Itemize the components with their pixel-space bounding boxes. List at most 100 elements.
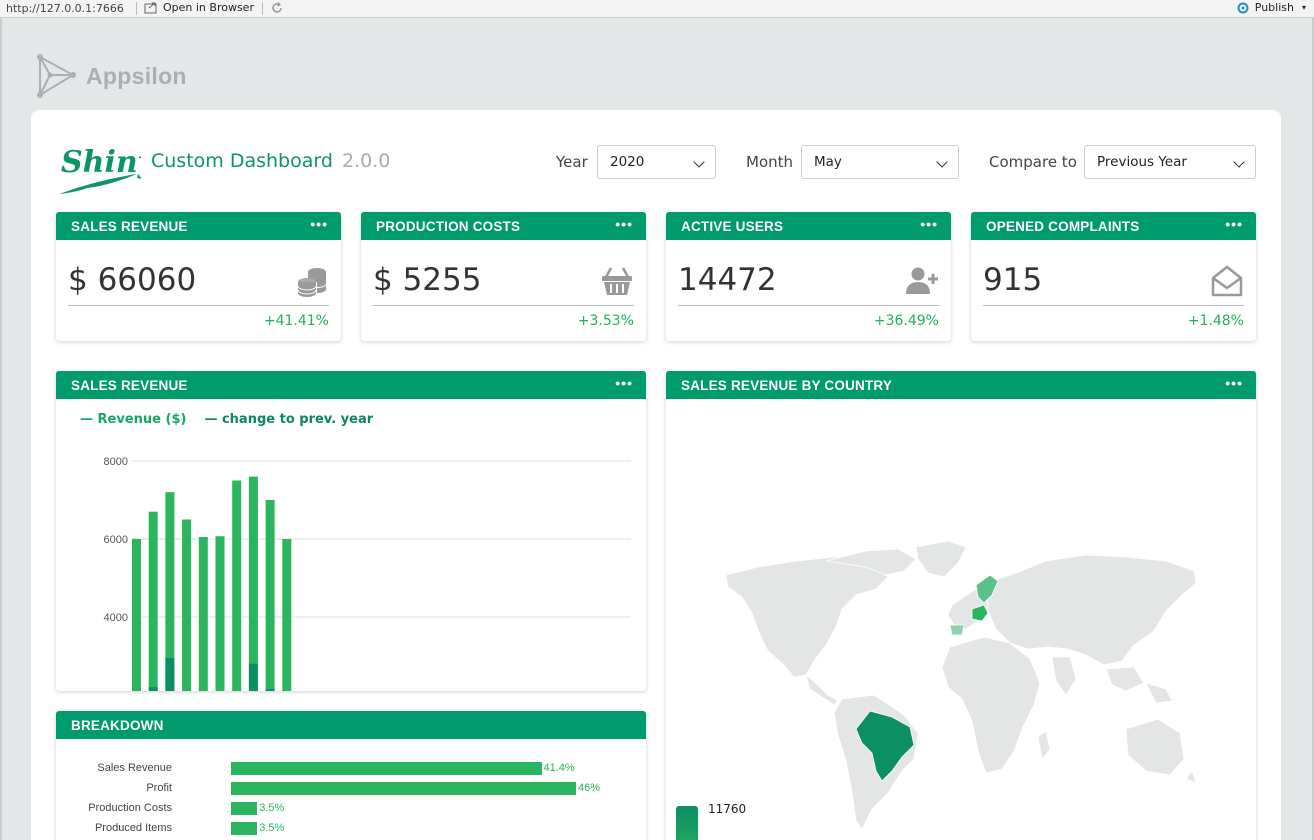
refresh-icon[interactable] (270, 1, 284, 15)
divider (373, 305, 634, 306)
month-select[interactable]: May (801, 145, 959, 179)
metric-value: $ 66060 (68, 262, 197, 298)
breakdown-row: Sales Revenue 41.4% (56, 759, 646, 779)
world-map[interactable] (666, 399, 1256, 840)
version-label: 2.0.0 (342, 150, 391, 172)
country-germany (971, 604, 989, 622)
coins-icon (297, 268, 326, 297)
change-bar (248, 663, 258, 691)
divider (678, 305, 939, 306)
card-header: SALES REVENUE ••• (56, 371, 646, 399)
revenue-bar (198, 537, 208, 691)
compare-label: Compare to (989, 153, 1077, 171)
card-menu-button[interactable]: ••• (615, 375, 633, 391)
card-header: PRODUCTION COSTS ••• (361, 212, 646, 240)
envelope-open-icon (1211, 265, 1243, 297)
open-in-browser-button[interactable]: Open in Browser (144, 1, 254, 14)
user-plus-icon (906, 267, 938, 294)
breakdown-bar[interactable] (231, 782, 576, 795)
card-title: BREAKDOWN (71, 718, 164, 733)
sales-revenue-chart: 0200040006000800003 May10 May17 May24 Ma… (104, 456, 631, 691)
card-header: OPENED COMPLAINTS ••• (971, 212, 1256, 240)
browser-window-icon (144, 2, 157, 13)
metric-card-sales-revenue: SALES REVENUE ••• $ 66060 +41.41% (56, 212, 341, 341)
card-header: SALES REVENUE BY COUNTRY ••• (666, 371, 1256, 399)
appsilon-mark-icon (37, 54, 76, 98)
breakdown-pct: 46% (578, 782, 601, 794)
country-sweden (975, 574, 999, 604)
breakdown-bar[interactable] (231, 762, 542, 775)
sales-by-country-card: SALES REVENUE BY COUNTRY ••• (666, 371, 1256, 840)
metric-value: 915 (983, 262, 1043, 298)
chevron-down-icon (936, 156, 948, 168)
map-legend-bar (676, 806, 698, 840)
shiny-logo: Shiny (59, 145, 141, 194)
country-spain (949, 624, 965, 636)
card-header: SALES REVENUE ••• (56, 212, 341, 240)
y-tick-label: 8000 (104, 456, 128, 468)
card-title: OPENED COMPLAINTS (986, 219, 1140, 234)
divider (983, 305, 1244, 306)
card-menu-button[interactable]: ••• (1225, 216, 1243, 232)
compare-value: Previous Year (1097, 154, 1187, 170)
metric-card-active-users: ACTIVE USERS ••• 14472 +36.49% (666, 212, 951, 341)
publish-icon (1237, 2, 1249, 13)
url-display: http://127.0.0.1:7666 (6, 2, 124, 15)
card-menu-button[interactable]: ••• (920, 216, 938, 232)
card-header: ACTIVE USERS ••• (666, 212, 951, 240)
card-title: SALES REVENUE BY COUNTRY (681, 378, 893, 393)
chevron-down-icon (693, 156, 705, 168)
card-menu-button[interactable]: ••• (615, 216, 633, 232)
revenue-bar (282, 539, 292, 691)
open-in-browser-label: Open in Browser (163, 1, 254, 14)
metric-value: 14472 (678, 262, 777, 298)
change-bar (165, 657, 175, 691)
y-tick-label: 6000 (104, 534, 128, 546)
year-select[interactable]: 2020 (597, 145, 716, 179)
metric-value: $ 5255 (373, 262, 482, 298)
metric-card-production-costs: PRODUCTION COSTS ••• $ 5255 +3.53% (361, 212, 646, 341)
dashboard-panel: Shiny Custom Dashboard 2.0.0 Year 2020 M… (31, 110, 1281, 840)
metric-change: +36.49% (873, 313, 939, 329)
metric-change: +41.41% (263, 313, 329, 329)
breakdown-row: Produced Items 3.5% (56, 819, 646, 839)
change-bar (265, 689, 275, 691)
sales-revenue-chart-card: SALES REVENUE ••• — Revenue ($) — change… (56, 371, 646, 691)
month-label: Month (746, 153, 794, 171)
viewer-toolbar: http://127.0.0.1:7666 Open in Browser Pu… (0, 0, 1314, 18)
breakdown-label: Produced Items (94, 822, 172, 834)
breakdown-pct: 3.5% (259, 802, 285, 814)
breakdown-row: Production Costs 3.5% (56, 799, 646, 819)
shiny-logo-text: Shiny (61, 145, 141, 180)
legend-item-change[interactable]: — change to prev. year (204, 412, 374, 427)
compare-select[interactable]: Previous Year (1084, 145, 1256, 179)
revenue-bar (232, 480, 242, 691)
change-bar (148, 687, 158, 691)
revenue-bar (165, 492, 175, 691)
metric-card-opened-complaints: OPENED COMPLAINTS ••• 915 +1.48% (971, 212, 1256, 341)
revenue-bar (148, 511, 158, 691)
year-label: Year (556, 153, 588, 171)
window-edge (1312, 18, 1314, 840)
toolbar-divider (136, 2, 137, 15)
card-menu-button[interactable]: ••• (310, 216, 328, 232)
window-edge (0, 18, 2, 840)
breakdown-bar[interactable] (231, 802, 258, 815)
basket-icon (602, 267, 632, 295)
revenue-bar (182, 519, 192, 691)
card-title: PRODUCTION COSTS (376, 219, 521, 234)
revenue-bar (215, 536, 225, 691)
card-header: BREAKDOWN (56, 711, 646, 739)
breakdown-label: Production Costs (88, 802, 172, 814)
legend-item-revenue[interactable]: — Revenue ($) (80, 412, 187, 427)
chart-legend: — Revenue ($) — change to prev. year (80, 412, 373, 427)
card-title: ACTIVE USERS (681, 219, 784, 234)
metric-change: +3.53% (577, 313, 634, 329)
publish-button[interactable]: Publish ▾ (1235, 1, 1306, 14)
y-tick-label: 2000 (104, 690, 128, 691)
revenue-bar (248, 476, 258, 691)
breakdown-bar[interactable] (231, 822, 258, 835)
metric-change: +1.48% (1187, 313, 1244, 329)
publish-label: Publish (1254, 1, 1294, 14)
card-menu-button[interactable]: ••• (1225, 375, 1243, 391)
